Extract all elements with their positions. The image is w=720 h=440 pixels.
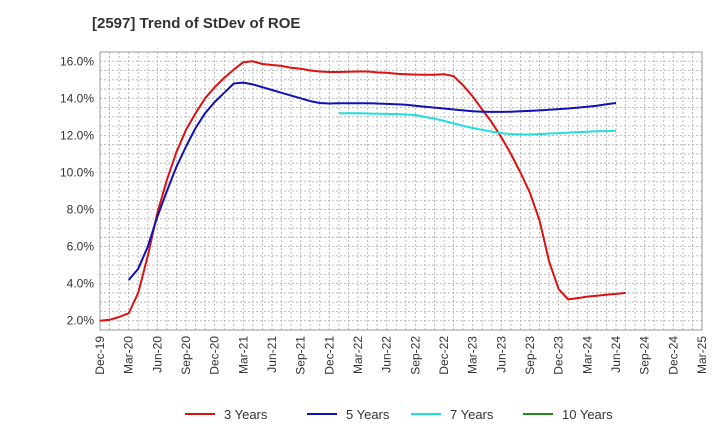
y-tick-label: 2.0% [67, 314, 95, 328]
legend-label: 3 Years [224, 407, 268, 422]
x-tick-label: Jun-23 [494, 336, 508, 373]
series-line-5-years [127, 81, 617, 281]
x-tick-label: Mar-22 [351, 336, 365, 374]
y-tick-label: 14.0% [60, 91, 94, 105]
series-line-3-years [99, 60, 626, 322]
y-tick-label: 10.0% [60, 165, 94, 179]
x-tick-label: Sep-23 [523, 336, 537, 375]
series-lines [99, 60, 626, 322]
x-tick-label: Jun-21 [265, 336, 279, 373]
x-tick-label: Dec-23 [552, 336, 566, 375]
legend-label: 10 Years [562, 407, 613, 422]
x-tick-label: Jun-20 [150, 336, 164, 373]
y-tick-label: 6.0% [67, 240, 95, 254]
y-tick-label: 4.0% [67, 277, 95, 291]
y-tick-label: 12.0% [60, 128, 94, 142]
x-tick-label: Dec-21 [322, 336, 336, 375]
x-axis: Dec-19 Mar-20 Jun-20 Sep-20 Dec-20 Mar-21 Jun-… [93, 336, 709, 375]
x-tick-label: Sep-24 [638, 336, 652, 375]
x-tick-label: Dec-24 [666, 336, 680, 375]
y-tick-label: 16.0% [60, 54, 94, 68]
x-tick-label: Jun-22 [380, 336, 394, 373]
x-tick-label: Dec-19 [93, 336, 107, 375]
x-tick-label: Mar-21 [236, 336, 250, 374]
y-tick-label: 8.0% [67, 203, 95, 217]
x-tick-label: Dec-20 [208, 336, 222, 375]
legend-label: 7 Years [450, 407, 494, 422]
legend: 3 Years 5 Years 7 Years 10 Years [185, 407, 613, 422]
x-tick-label: Mar-24 [580, 336, 594, 374]
x-tick-label: Dec-22 [437, 336, 451, 375]
x-tick-label: Mar-25 [695, 336, 709, 374]
x-tick-label: Mar-23 [466, 336, 480, 374]
x-tick-label: Sep-22 [408, 336, 422, 375]
series-line-7-years [338, 112, 617, 136]
y-axis: 2.0% 4.0% 6.0% 8.0% 10.0% 12.0% 14.0% 16.0% [60, 54, 94, 327]
x-tick-label: Sep-21 [294, 336, 308, 375]
x-tick-label: Mar-20 [122, 336, 136, 374]
x-tick-label: Jun-24 [609, 336, 623, 373]
legend-label: 5 Years [346, 407, 390, 422]
chart-title: [2597] Trend of StDev of ROE [92, 15, 300, 32]
x-tick-label: Sep-20 [179, 336, 193, 375]
grid-lines [100, 52, 702, 330]
